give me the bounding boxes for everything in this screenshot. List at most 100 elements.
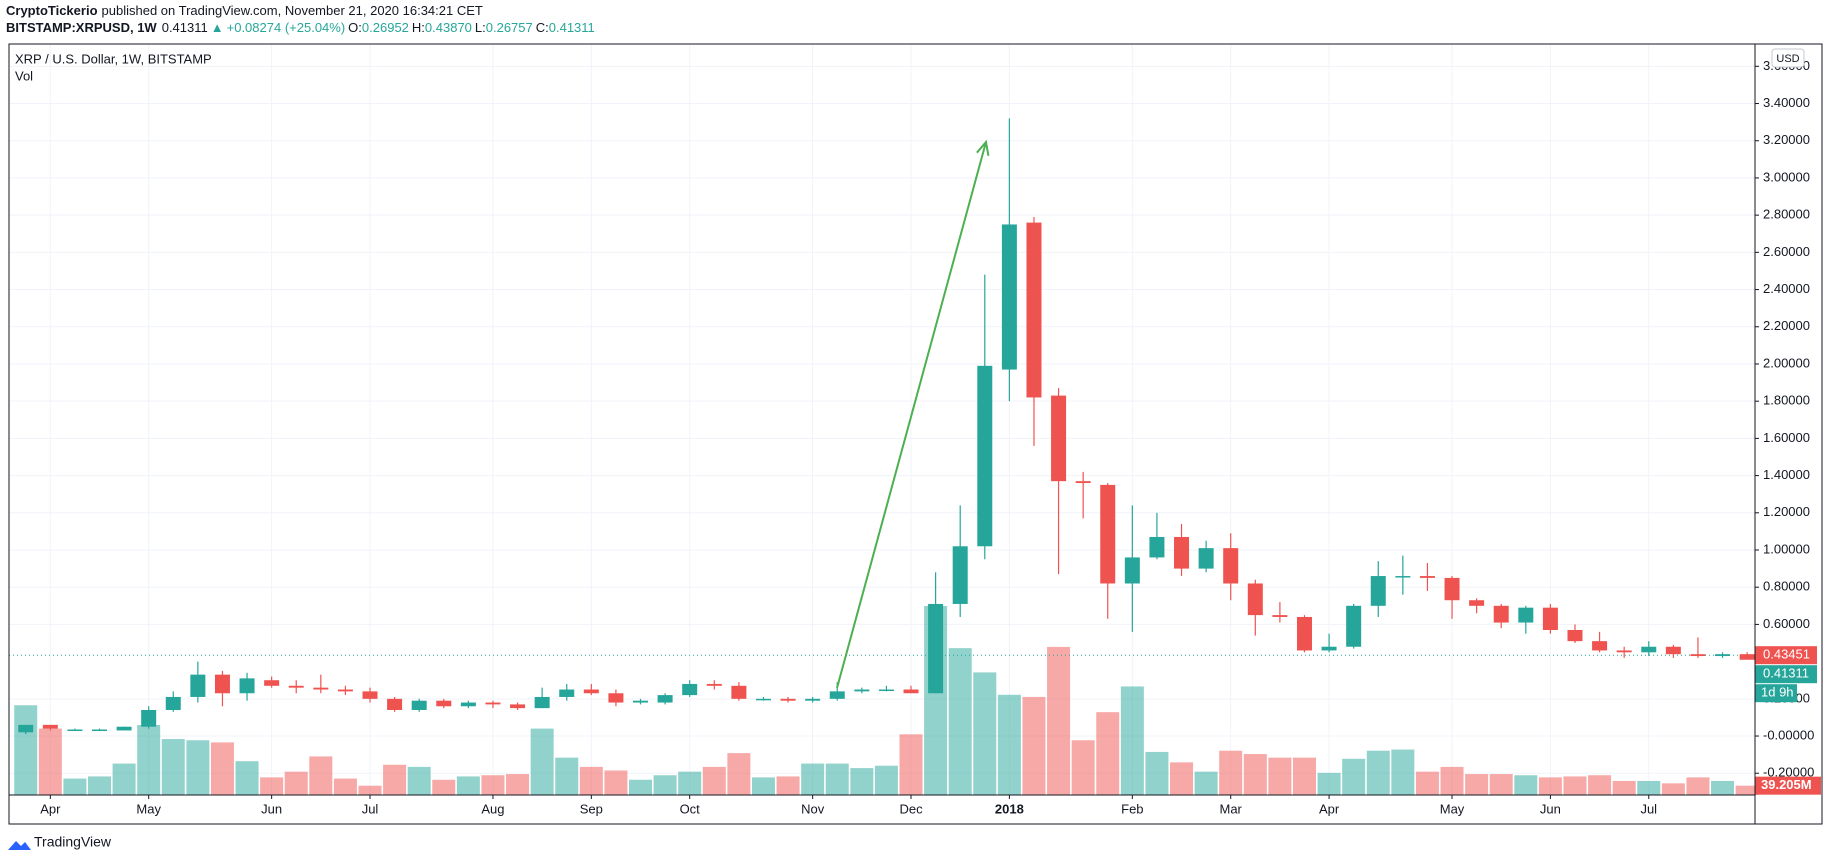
x-tick-label: 2018 — [995, 801, 1024, 816]
volume-bar — [87, 776, 111, 795]
candle-body — [91, 729, 107, 732]
volume-bar — [1120, 686, 1144, 795]
volume-bar — [161, 739, 185, 795]
volume-bar — [1022, 696, 1046, 795]
y-tick-label: 2.60000 — [1763, 244, 1810, 259]
volume-bar — [825, 763, 849, 795]
y-tick-label: -0.20000 — [1763, 765, 1814, 780]
candle-body — [682, 683, 698, 696]
up-arrow: ▲ — [211, 20, 224, 35]
volume-bar — [973, 672, 997, 795]
candle-body — [1001, 224, 1017, 370]
volume-bar — [899, 734, 923, 795]
candle-body — [608, 693, 624, 703]
candle-body — [633, 700, 649, 703]
candle-body — [1272, 615, 1288, 617]
volume-bar — [874, 765, 898, 795]
x-tick-label: Apr — [1319, 801, 1340, 816]
candle-body — [1198, 548, 1214, 569]
x-tick-label: Oct — [680, 801, 701, 816]
candle-body — [1493, 605, 1509, 623]
candle-body — [141, 709, 157, 727]
volume-bar — [678, 771, 702, 795]
candle-body — [755, 698, 771, 701]
countdown: 1d 9h — [1761, 685, 1794, 700]
volume-bar — [1194, 771, 1218, 795]
candle-body — [657, 695, 673, 703]
plot-layer: 3.600003.400003.200003.000002.800002.600… — [9, 44, 1821, 816]
candle-body — [1100, 484, 1116, 584]
candle-body — [731, 685, 747, 699]
volume-bar — [1440, 766, 1464, 795]
y-tick-label: 2.00000 — [1763, 355, 1810, 370]
volume-bar — [137, 725, 161, 795]
volume-badge — [1755, 776, 1821, 795]
candle-body — [239, 678, 255, 694]
price-badge-label: 0.41311 — [1763, 666, 1809, 681]
candle-body — [387, 698, 403, 710]
volume-bar — [235, 761, 259, 795]
volume-bar — [1317, 772, 1341, 795]
candle-body — [264, 680, 280, 686]
candle-body — [559, 689, 575, 697]
candle-body — [805, 698, 821, 701]
candle-body — [1469, 600, 1485, 606]
x-tick-label: Jun — [261, 801, 282, 816]
volume-bar — [383, 764, 407, 795]
ohlc-value: 0.41311 — [549, 20, 595, 35]
x-tick-label: Sep — [580, 801, 603, 816]
candle-body — [1715, 654, 1731, 657]
volume-bar — [1268, 757, 1292, 795]
candle-body — [1542, 607, 1558, 630]
ohlc-key: O: — [348, 20, 362, 35]
volume-bar — [14, 705, 38, 795]
volume-bar — [1096, 712, 1120, 795]
symbol: BITSTAMP:XRPUSD, 1W — [6, 20, 157, 35]
candle-body — [1616, 650, 1632, 653]
publisher: CryptoTickerio — [6, 3, 98, 18]
candle-body — [1223, 548, 1239, 584]
last-price: 0.41311 — [162, 20, 208, 35]
x-tick-label: Dec — [899, 801, 923, 816]
brand: TradingView — [34, 834, 112, 850]
candle-body — [436, 700, 452, 707]
volume-bar — [333, 778, 357, 795]
candle-body — [485, 702, 501, 705]
x-tick-label: Nov — [801, 801, 825, 816]
candle-body — [780, 698, 796, 701]
volume-bar — [260, 777, 284, 795]
volume-bar — [1465, 774, 1489, 795]
volume-bar — [751, 777, 775, 795]
candle-body — [1346, 605, 1362, 647]
candle-body — [337, 689, 353, 692]
candle-body — [190, 674, 206, 697]
x-tick-label: Apr — [40, 801, 61, 816]
volume-bar — [1686, 777, 1710, 795]
volume-bar — [1661, 783, 1685, 795]
ohlc-key: L: — [475, 20, 486, 35]
candle-body — [952, 546, 968, 604]
volume-bar — [186, 740, 210, 795]
volume-bar — [63, 778, 87, 795]
volume-bar — [776, 776, 800, 795]
ohlc-value: 0.43870 — [425, 20, 472, 35]
candle-body — [1124, 557, 1140, 584]
candle-body — [977, 365, 993, 547]
volume-bar — [1612, 780, 1636, 795]
volume-bar — [284, 771, 308, 795]
currency: USD — [1776, 53, 1799, 65]
candle-body — [1395, 576, 1411, 578]
ohlc-value: 0.26757 — [486, 20, 533, 35]
volume-bar — [432, 779, 456, 795]
x-tick-label: May — [1440, 801, 1465, 816]
volume-bar — [1145, 751, 1169, 795]
symbol-line: BITSTAMP:XRPUSD, 1W 0.41311 ▲ +0.08274 (+25… — [6, 20, 595, 35]
candle-body — [1296, 616, 1312, 651]
x-tick-label: Jul — [1640, 801, 1657, 816]
candle-body — [706, 683, 722, 686]
y-tick-label: 1.00000 — [1763, 541, 1810, 556]
countdown-badge — [1755, 684, 1797, 703]
volume-bar — [1342, 758, 1366, 795]
ohlc-value: 0.26952 — [362, 20, 409, 35]
